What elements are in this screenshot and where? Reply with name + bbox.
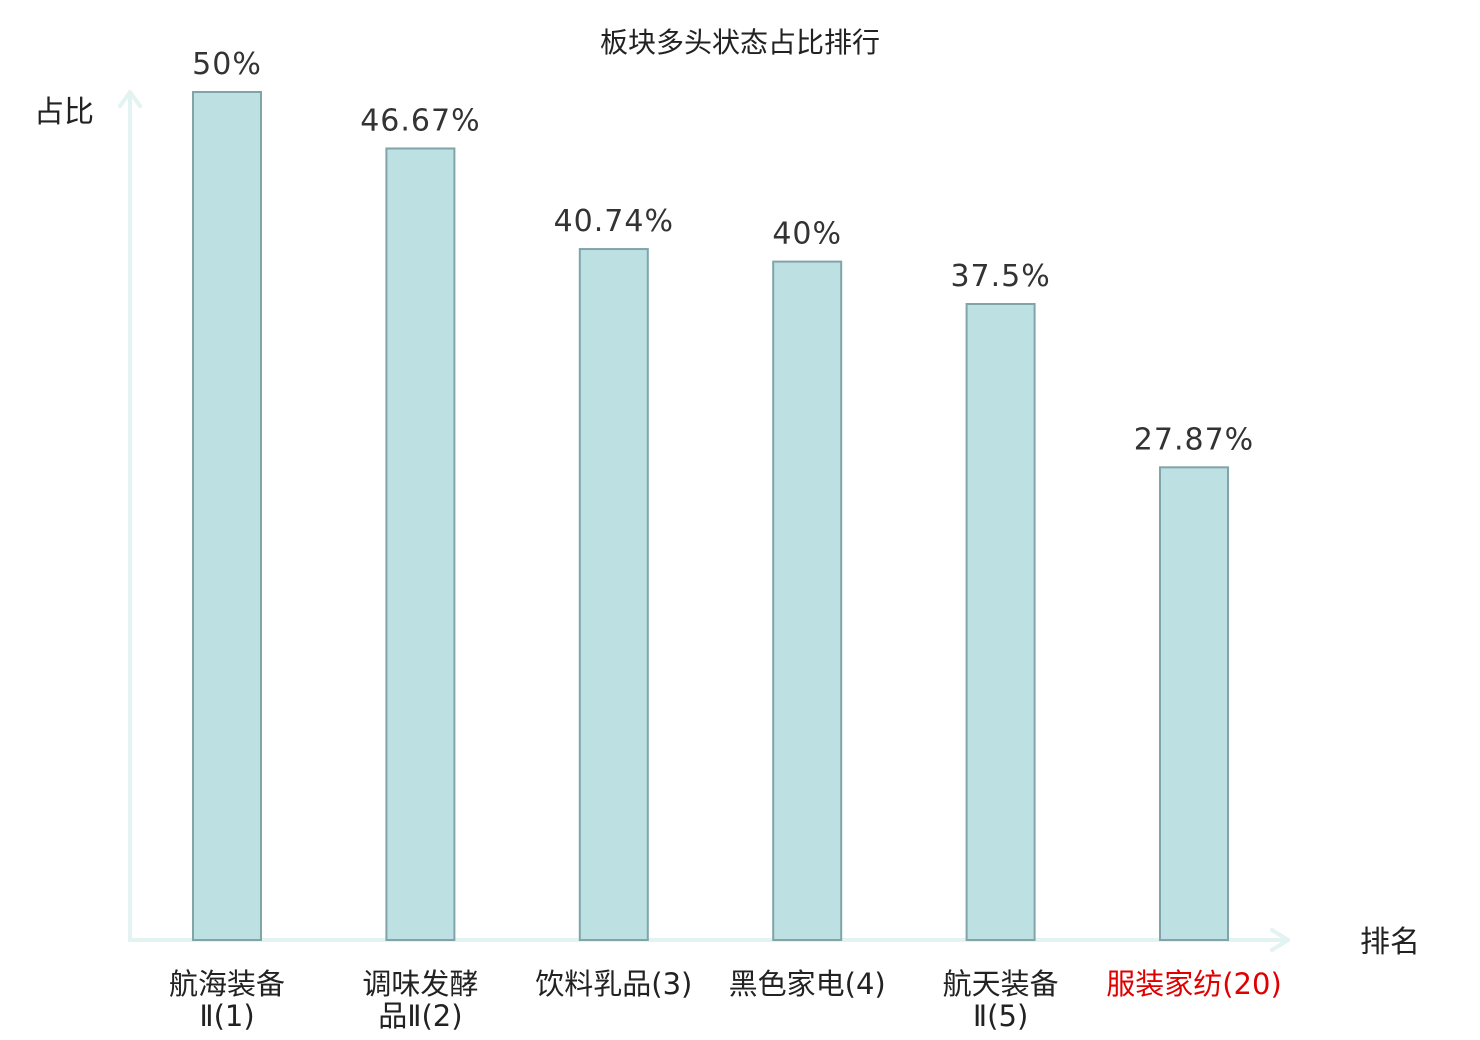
- bar-6: [1159, 466, 1229, 941]
- value-label-3: 40.74%: [554, 204, 674, 239]
- x-axis-arrow: [1270, 928, 1290, 952]
- category-label-1-line-1: 航海装备: [169, 967, 285, 1001]
- category-label-3: 饮料乳品(3): [535, 967, 692, 1001]
- value-label-1: 50%: [192, 47, 262, 82]
- category-label-6: 服装家纺(20): [1106, 967, 1282, 1001]
- bar-3: [578, 248, 649, 941]
- category-label-5-line-2: Ⅱ(5): [973, 999, 1028, 1033]
- value-label-5: 37.5%: [950, 259, 1050, 294]
- category-label-2-line-1: 调味发酵: [362, 967, 478, 1001]
- y-axis-label: 占比: [34, 95, 94, 130]
- category-label-1-line-2: Ⅱ(1): [199, 999, 254, 1033]
- category-label-4: 黑色家电(4): [729, 967, 886, 1001]
- bar-2: [385, 147, 456, 941]
- value-label-2: 46.67%: [360, 103, 480, 138]
- category-label-2-line-2: 品Ⅱ(2): [378, 999, 462, 1033]
- bar-4: [772, 260, 843, 942]
- category-label-5-line-1: 航天装备: [943, 967, 1059, 1001]
- value-label-4: 40%: [772, 217, 842, 252]
- bars-group: [192, 91, 1229, 942]
- chart-title: 板块多头状态占比排行: [600, 26, 880, 59]
- y-axis-arrow: [118, 90, 142, 108]
- bar-5: [965, 303, 1036, 941]
- axes: [118, 90, 1290, 952]
- bar-1: [192, 91, 262, 941]
- value-label-6: 27.87%: [1134, 422, 1254, 457]
- x-axis-label: 排名: [1360, 925, 1420, 960]
